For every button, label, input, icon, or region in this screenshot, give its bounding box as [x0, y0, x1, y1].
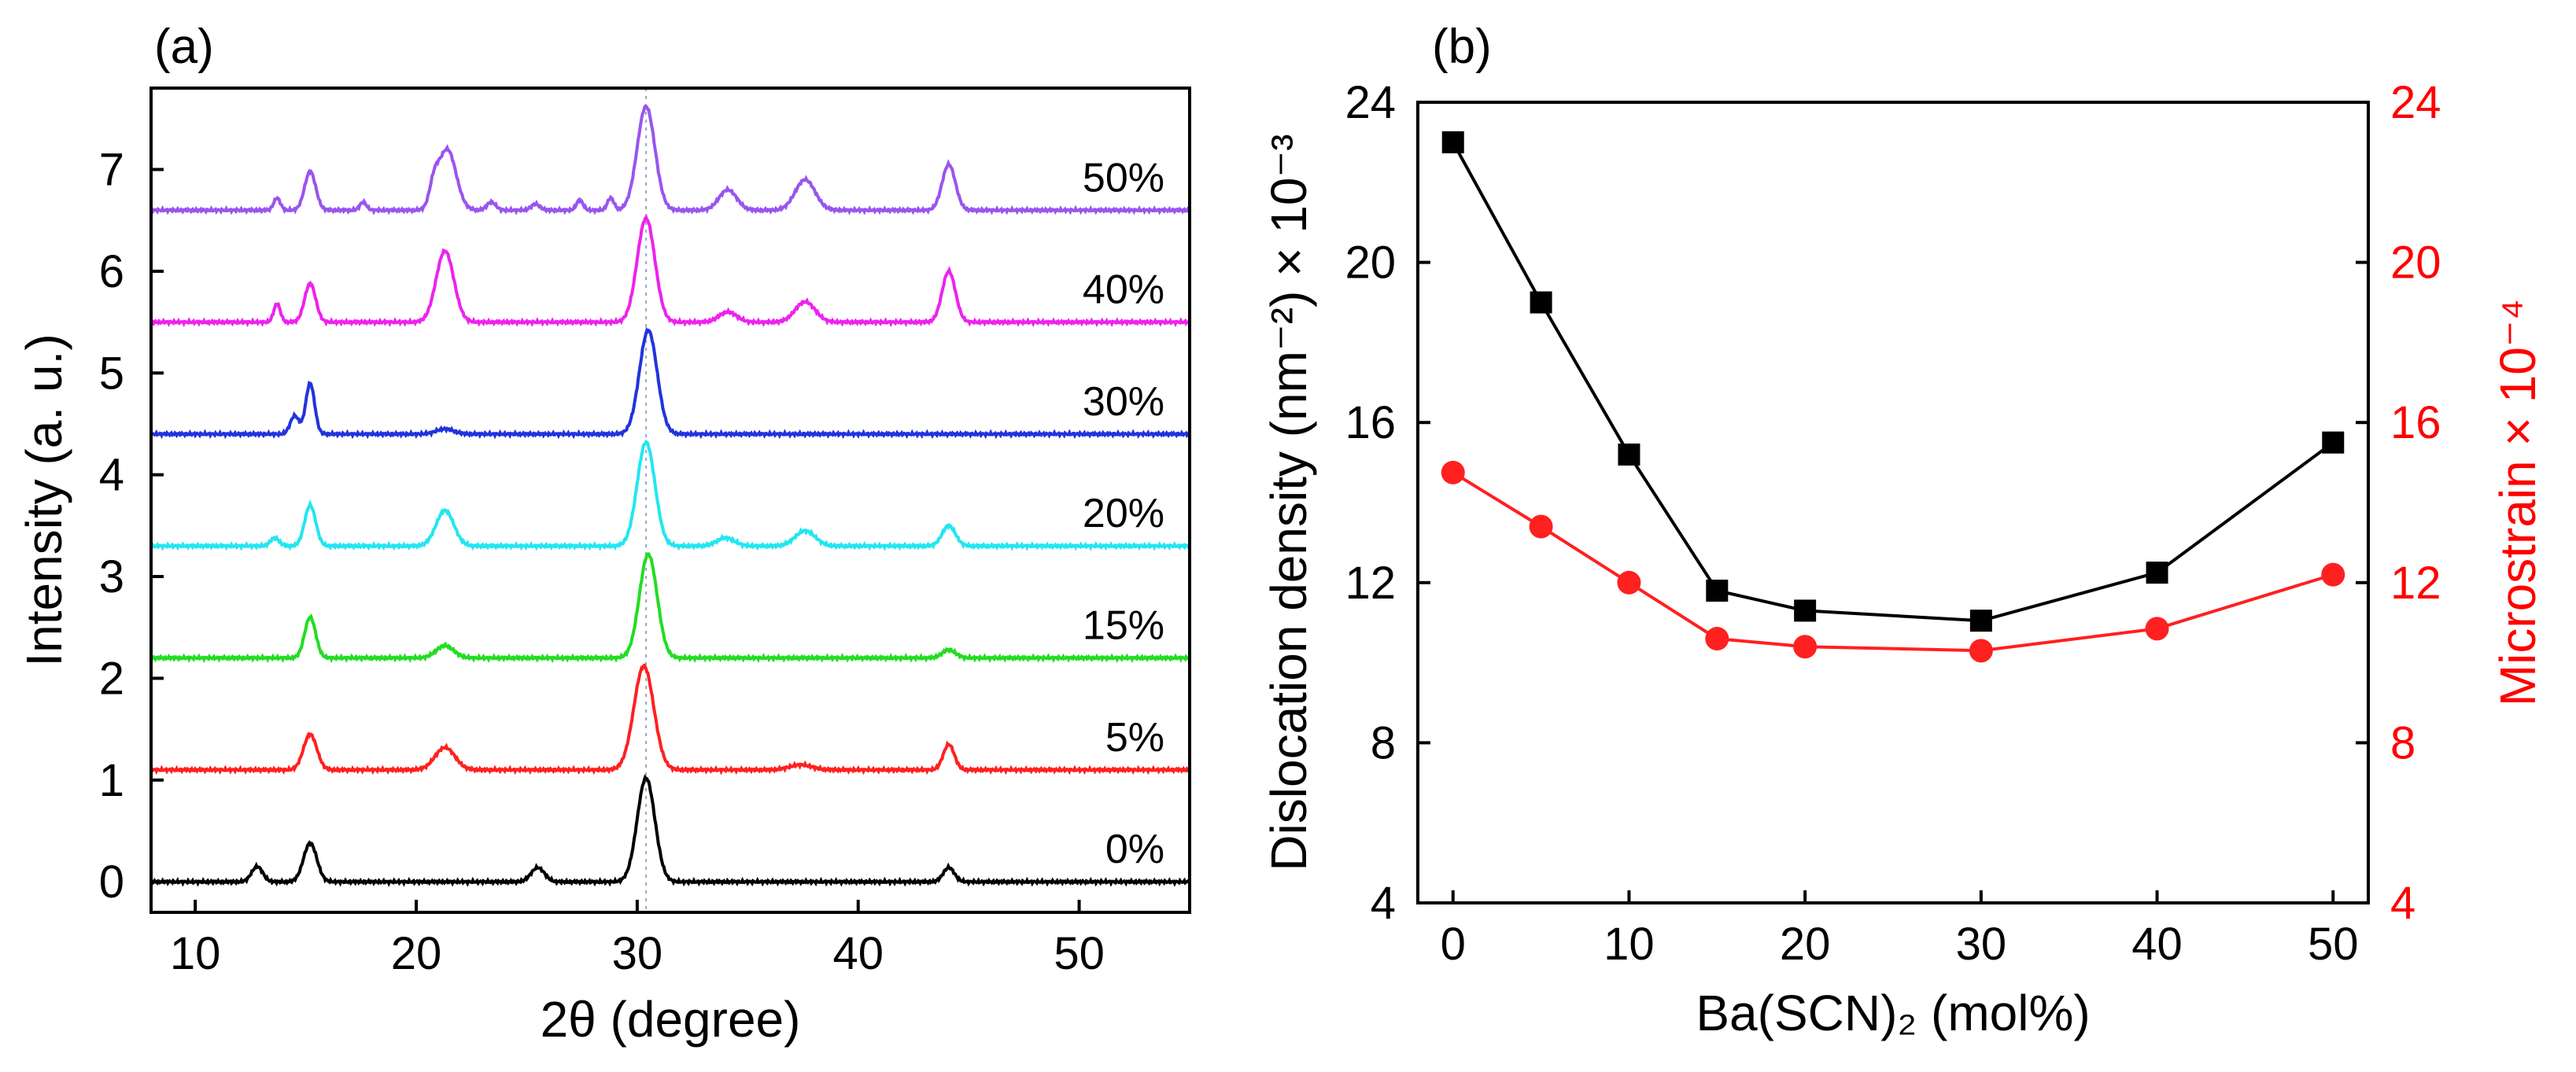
series-label: 5% [1105, 715, 1164, 761]
xrd-series-line [150, 774, 1191, 887]
panel-a-x-axis-title: 2θ (degree) [541, 991, 801, 1048]
panel-b-x-axis-title: Ba(SCN)₂ (mol%) [1696, 985, 2090, 1041]
panel-b-label: (b) [1432, 20, 1492, 74]
series-label: 50% [1083, 155, 1164, 201]
data-point-circle [1529, 514, 1553, 539]
y-tick-label: 2 [99, 653, 124, 704]
series-label: 20% [1083, 491, 1164, 536]
y-tick-label: 4 [1371, 878, 1396, 929]
x-tick-label: 50 [1054, 928, 1105, 979]
x-tick-label: 10 [170, 928, 221, 979]
panel-b-right-y-ticks: 4 8 12 16 20 24 [2356, 77, 2441, 929]
data-point-circle [2145, 617, 2169, 641]
panel-a-x-ticks: 10 20 30 40 50 [170, 900, 1105, 979]
panel-a-y-axis-title: Intensity (a. u.) [16, 333, 72, 666]
x-tick-label: 30 [1956, 919, 2007, 970]
y-tick-label: 3 [99, 551, 124, 602]
right-y-tick-label: 4 [2390, 878, 2415, 929]
series-label: 15% [1083, 603, 1164, 649]
data-point-square [1530, 291, 1552, 314]
y-tick-label: 7 [99, 145, 124, 196]
xrd-series-line [149, 552, 1190, 664]
right-y-tick-label: 20 [2390, 238, 2441, 289]
right-y-tick-label: 24 [2390, 77, 2441, 128]
y-tick-label: 5 [99, 348, 124, 399]
data-point-square [2322, 431, 2345, 454]
data-point-circle [1793, 635, 1818, 659]
panel-b-line-chart: (b) 0 10 20 30 40 50 4 8 12 16 20 24 4 8 12 16 20 24 Ba… [1260, 20, 2546, 1041]
xrd-series-line [149, 440, 1191, 551]
panel-b-left-y-ticks: 4 8 12 16 20 24 [1345, 77, 1430, 929]
data-point-square [1618, 443, 1640, 466]
x-tick-label: 0 [1441, 919, 1466, 970]
series-line [1451, 141, 2334, 623]
y-tick-label: 24 [1345, 77, 1396, 128]
xrd-series-line [149, 326, 1191, 440]
y-tick-label: 6 [99, 246, 124, 297]
data-point-circle [1441, 460, 1465, 484]
y-tick-label: 4 [99, 450, 124, 501]
panel-a-y-ticks: 0 1 2 3 4 5 6 7 [99, 145, 164, 908]
y-tick-label: 8 [1371, 717, 1396, 768]
panel-b-left-y-axis-title: Dislocation density (nm⁻²) × 10⁻³ [1260, 134, 1317, 871]
series-label: 30% [1083, 379, 1164, 425]
series-label: 0% [1105, 827, 1164, 872]
right-y-tick-label: 16 [2390, 397, 2441, 448]
data-point-circle [2321, 562, 2345, 587]
x-tick-label: 20 [1780, 919, 1831, 970]
panel-b-x-ticks: 0 10 20 30 40 50 [1441, 890, 2359, 970]
panel-b-right-y-axis-title: Microstrain × 10⁻⁴ [2489, 299, 2546, 706]
data-point-square [1706, 579, 1729, 602]
y-tick-label: 12 [1345, 558, 1396, 609]
xrd-series-line [149, 105, 1191, 216]
panel-b-series-group [1441, 131, 2345, 663]
data-point-square [1969, 610, 1992, 632]
data-point-circle [1617, 570, 1641, 595]
panel-b-plot-frame [1416, 101, 2370, 904]
data-point-square [1441, 131, 1464, 153]
x-tick-label: 40 [2131, 919, 2183, 970]
xrd-series-line [150, 214, 1191, 328]
y-tick-label: 20 [1345, 238, 1396, 289]
y-tick-label: 1 [99, 755, 124, 806]
xrd-series-line [149, 663, 1191, 775]
x-tick-label: 50 [2308, 919, 2359, 970]
panel-a-plot-frame [149, 87, 1191, 914]
right-y-tick-label: 12 [2390, 558, 2441, 609]
x-tick-label: 10 [1604, 919, 1655, 970]
x-tick-label: 40 [832, 928, 884, 979]
panel-a-xrd-chart: (a) 0% 5% 15% 20% 30% 40% 50% 10 20 30 40 50 0 1 2 3 4… [16, 20, 1191, 1048]
series-line [1452, 471, 2334, 653]
series-label: 40% [1083, 267, 1164, 313]
y-tick-label: 0 [99, 856, 124, 908]
panel-a-label: (a) [154, 20, 214, 74]
x-tick-label: 30 [612, 928, 663, 979]
data-point-circle [1969, 639, 1993, 663]
right-y-tick-label: 8 [2390, 717, 2415, 768]
y-tick-label: 16 [1345, 397, 1396, 448]
data-point-circle [1705, 627, 1729, 651]
data-point-square [1794, 599, 1817, 622]
data-point-square [2146, 562, 2168, 584]
x-tick-label: 20 [391, 928, 442, 979]
panel-a-series-group: 0% 5% 15% 20% 30% 40% 50% [149, 105, 1191, 887]
